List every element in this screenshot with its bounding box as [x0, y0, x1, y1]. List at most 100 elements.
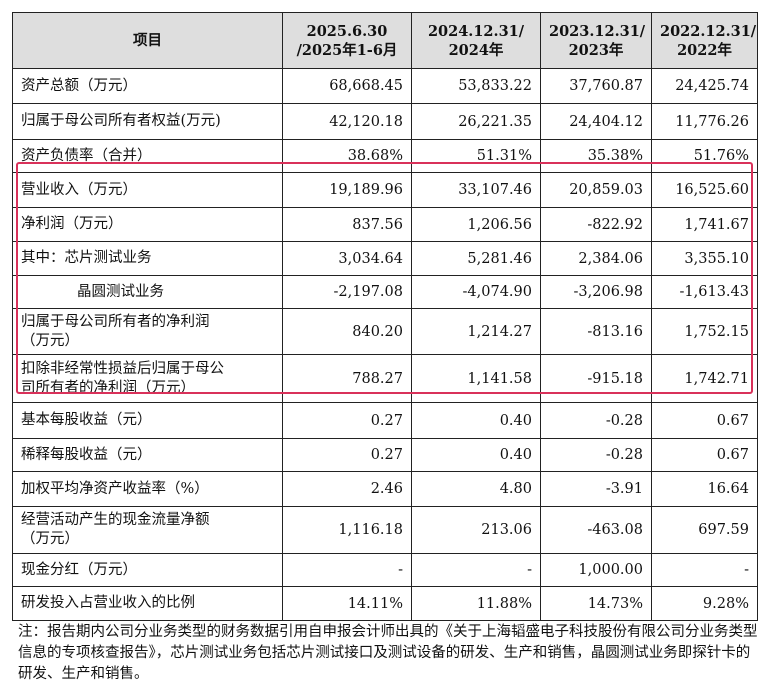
- table-row: 资产负债率（合并） 38.68% 51.31% 35.38% 51.76%: [12, 139, 758, 173]
- table-row: 经营活动产生的现金流量净额 （万元） 1,116.18 213.06 -463.08 6…: [12, 506, 758, 554]
- value-cell: 9.28%: [651, 586, 758, 621]
- value-cell: 4.80: [411, 471, 541, 507]
- row-label-text: 研发投入占营业收入的比例: [21, 595, 195, 611]
- row-label: 研发投入占营业收入的比例: [12, 586, 283, 621]
- row-label: 归属于母公司所有者权益(万元): [12, 103, 283, 140]
- header-col-2024: 2024.12.31/ 2024年: [411, 12, 541, 69]
- table-row: 扣除非经常性损益后归属于母公 司所有者的净利润（万元） 788.27 1,141.5…: [12, 354, 758, 403]
- value-cell: -813.16: [540, 308, 652, 355]
- value-cell: -3,206.98: [540, 275, 652, 309]
- header-col-2025: 2025.6.30 /2025年1-6月: [282, 12, 412, 69]
- row-label: 稀释每股收益（元）: [12, 438, 283, 472]
- value-cell: -: [411, 553, 541, 587]
- value-cell: 11.88%: [411, 586, 541, 621]
- row-label-text: 加权平均净资产收益率（%）: [21, 480, 209, 497]
- table-row: 净利润（万元） 837.56 1,206.56 -822.92 1,741.67: [12, 207, 758, 242]
- value-cell: 1,742.71: [651, 354, 758, 403]
- value-cell: 1,741.67: [651, 207, 758, 242]
- value-cell: 37,760.87: [540, 68, 652, 104]
- value-cell: 788.27: [282, 354, 412, 403]
- value-cell: 1,206.56: [411, 207, 541, 242]
- value-cell: -3.91: [540, 471, 652, 507]
- header-col-2023: 2023.12.31/ 2023年: [540, 12, 652, 69]
- row-label: 加权平均净资产收益率（%）: [12, 471, 283, 507]
- value-cell: -4,074.90: [411, 275, 541, 309]
- value-cell: 1,116.18: [282, 506, 412, 554]
- value-cell: 3,355.10: [651, 241, 758, 276]
- row-label: 资产总额（万元）: [12, 68, 283, 104]
- value-cell: -2,197.08: [282, 275, 412, 309]
- footnote: 注：报告期内公司分业务类型的财务数据引用自申报会计师出具的《关于上海韬盛电子科技…: [18, 624, 758, 682]
- table-row: 营业收入（万元） 19,189.96 33,107.46 20,859.03 16,52…: [12, 172, 758, 208]
- table-row: 现金分红（万元） - -1,000.00-: [12, 553, 758, 587]
- value-cell: 53,833.22: [411, 68, 541, 104]
- value-cell: 38.68%: [282, 139, 412, 173]
- value-cell: 51.76%: [651, 139, 758, 173]
- value-cell: 0.40: [411, 438, 541, 472]
- value-cell: 0.67: [651, 402, 758, 439]
- row-label-text: 其中：芯片测试业务: [21, 250, 152, 266]
- value-cell: 837.56: [282, 207, 412, 242]
- table-row: 归属于母公司所有者权益(万元) 42,120.18 26,221.35 24,404.…: [12, 103, 758, 140]
- value-cell: 51.31%: [411, 139, 541, 173]
- value-cell: 213.06: [411, 506, 541, 554]
- row-label: 现金分红（万元）: [12, 553, 283, 587]
- table-row: 归属于母公司所有者的净利润 （万元） 840.20 1,214.27 -813.16 1…: [12, 308, 758, 355]
- header-item: 项目: [12, 12, 283, 69]
- row-label-text: 现金分红（万元）: [21, 561, 137, 578]
- row-label: 晶圆测试业务: [12, 275, 283, 309]
- value-cell: 26,221.35: [411, 103, 541, 140]
- value-cell: -822.92: [540, 207, 652, 242]
- row-label: 经营活动产生的现金流量净额 （万元）: [12, 506, 283, 554]
- table-row: 研发投入占营业收入的比例 14.11% 11.88% 14.73% 9.28%: [12, 586, 758, 621]
- value-cell: 2,384.06: [540, 241, 652, 276]
- value-cell: 840.20: [282, 308, 412, 355]
- row-label: 资产负债率（合并）: [12, 139, 283, 173]
- value-cell: 11,776.26: [651, 103, 758, 140]
- table-row: 晶圆测试业务 -2,197.08 -4,074.90 -3,206.98 -1,613.…: [12, 275, 758, 309]
- value-cell: 24,404.12: [540, 103, 652, 140]
- table-row: 其中：芯片测试业务 3,034.64 5,281.46 2,384.06 3,355.1…: [12, 241, 758, 276]
- row-label-text: 资产负债率（合并）: [21, 147, 152, 164]
- row-label-text: 基本每股收益（元）: [21, 412, 152, 428]
- row-label-text: 营业收入（万元）: [21, 181, 137, 198]
- value-cell: 35.38%: [540, 139, 652, 173]
- value-cell: -1,613.43: [651, 275, 758, 309]
- row-label: 归属于母公司所有者的净利润 （万元）: [12, 308, 283, 355]
- row-label-text: 经营活动产生的现金流量净额 （万元）: [21, 512, 210, 547]
- table-row: 基本每股收益（元） 0.27 0.40 -0.28 0.67: [12, 402, 758, 439]
- row-label: 基本每股收益（元）: [12, 402, 283, 439]
- row-label-text: 归属于母公司所有者的净利润 （万元）: [21, 313, 210, 349]
- row-label: 扣除非经常性损益后归属于母公 司所有者的净利润（万元）: [12, 354, 283, 403]
- table-row: 资产总额（万元） 68,668.45 53,833.22 37,760.87 24,42…: [12, 68, 758, 104]
- value-cell: 0.67: [651, 438, 758, 472]
- row-label-text: 晶圆测试业务: [77, 283, 164, 300]
- value-cell: 16,525.60: [651, 172, 758, 208]
- table-row: 稀释每股收益（元） 0.27 0.40 -0.28 0.67: [12, 438, 758, 472]
- table-header-row: 项目 2025.6.30 /2025年1-6月 2024.12.31/ 2024…: [12, 12, 758, 69]
- value-cell: 1,141.58: [411, 354, 541, 403]
- value-cell: 20,859.03: [540, 172, 652, 208]
- header-col-2022: 2022.12.31/ 2022年: [651, 12, 758, 69]
- value-cell: 14.11%: [282, 586, 412, 621]
- value-cell: 1,214.27: [411, 308, 541, 355]
- financial-data-table: 项目 2025.6.30 /2025年1-6月 2024.12.31/ 2024…: [12, 12, 758, 621]
- table-row: 加权平均净资产收益率（%） 2.46 4.80 -3.91 16.64: [12, 471, 758, 507]
- value-cell: 0.40: [411, 402, 541, 439]
- value-cell: 19,189.96: [282, 172, 412, 208]
- value-cell: -0.28: [540, 402, 652, 439]
- value-cell: 1,000.00: [540, 553, 652, 587]
- value-cell: -: [282, 553, 412, 587]
- row-label-text: 资产总额（万元）: [21, 77, 137, 94]
- row-label: 营业收入（万元）: [12, 172, 283, 208]
- value-cell: -915.18: [540, 354, 652, 403]
- value-cell: 16.64: [651, 471, 758, 507]
- value-cell: 1,752.15: [651, 308, 758, 355]
- row-label: 其中：芯片测试业务: [12, 241, 283, 276]
- row-label: 净利润（万元）: [12, 207, 283, 242]
- value-cell: 3,034.64: [282, 241, 412, 276]
- value-cell: 2.46: [282, 471, 412, 507]
- value-cell: -: [651, 553, 758, 587]
- value-cell: 14.73%: [540, 586, 652, 621]
- value-cell: 5,281.46: [411, 241, 541, 276]
